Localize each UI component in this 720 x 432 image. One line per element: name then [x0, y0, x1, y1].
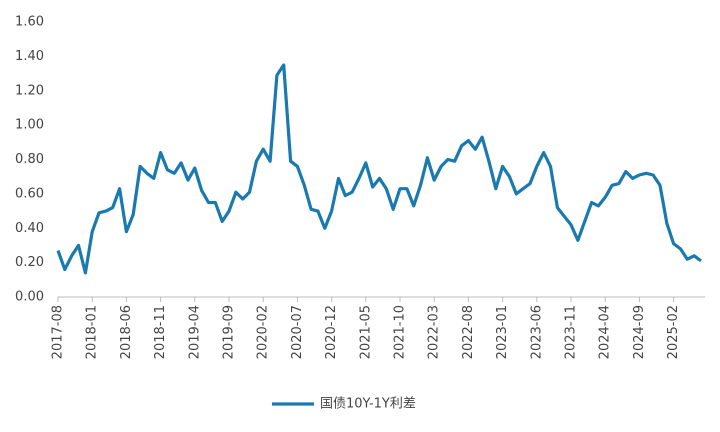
y-tick-label: 0.80	[15, 152, 44, 167]
x-tick-label: 2018-06	[119, 305, 134, 359]
x-tick-label: 2022-03	[427, 305, 442, 359]
x-tick-label: 2021-05	[358, 305, 373, 359]
x-tick-label: 2019-04	[187, 305, 202, 359]
x-tick-label: 2020-07	[290, 305, 305, 359]
x-tick-label: 2017-08	[51, 305, 66, 359]
x-tick-label: 2024-09	[632, 305, 647, 359]
x-tick-label: 2024-04	[598, 305, 613, 359]
y-tick-label: 1.00	[15, 118, 44, 133]
data-line	[56, 63, 702, 275]
x-tick-label: 2021-10	[393, 305, 408, 359]
x-tick-label: 2020-02	[256, 305, 271, 359]
y-tick-label: 1.60	[15, 15, 44, 30]
y-tick-label: 0.60	[15, 186, 44, 201]
x-tick-label: 2022-08	[461, 305, 476, 359]
x-tick-label: 2018-01	[85, 305, 100, 359]
y-tick-label: 0.00	[15, 290, 44, 305]
x-tick-label: 2023-01	[495, 305, 510, 359]
y-tick-label: 0.20	[15, 255, 44, 270]
y-tick-label: 1.20	[15, 83, 44, 98]
legend-label: 国债10Y-1Y利差	[320, 397, 416, 412]
y-tick-label: 1.40	[15, 49, 44, 64]
x-tick-label: 2019-09	[222, 305, 237, 359]
y-tick-label: 0.40	[15, 221, 44, 236]
x-tick-label: 2025-02	[666, 305, 681, 359]
x-tick-label: 2018-11	[153, 305, 168, 359]
x-tick-label: 2023-11	[564, 305, 579, 359]
x-tick-label: 2023-06	[529, 305, 544, 359]
x-tick-label: 2020-12	[324, 305, 339, 359]
